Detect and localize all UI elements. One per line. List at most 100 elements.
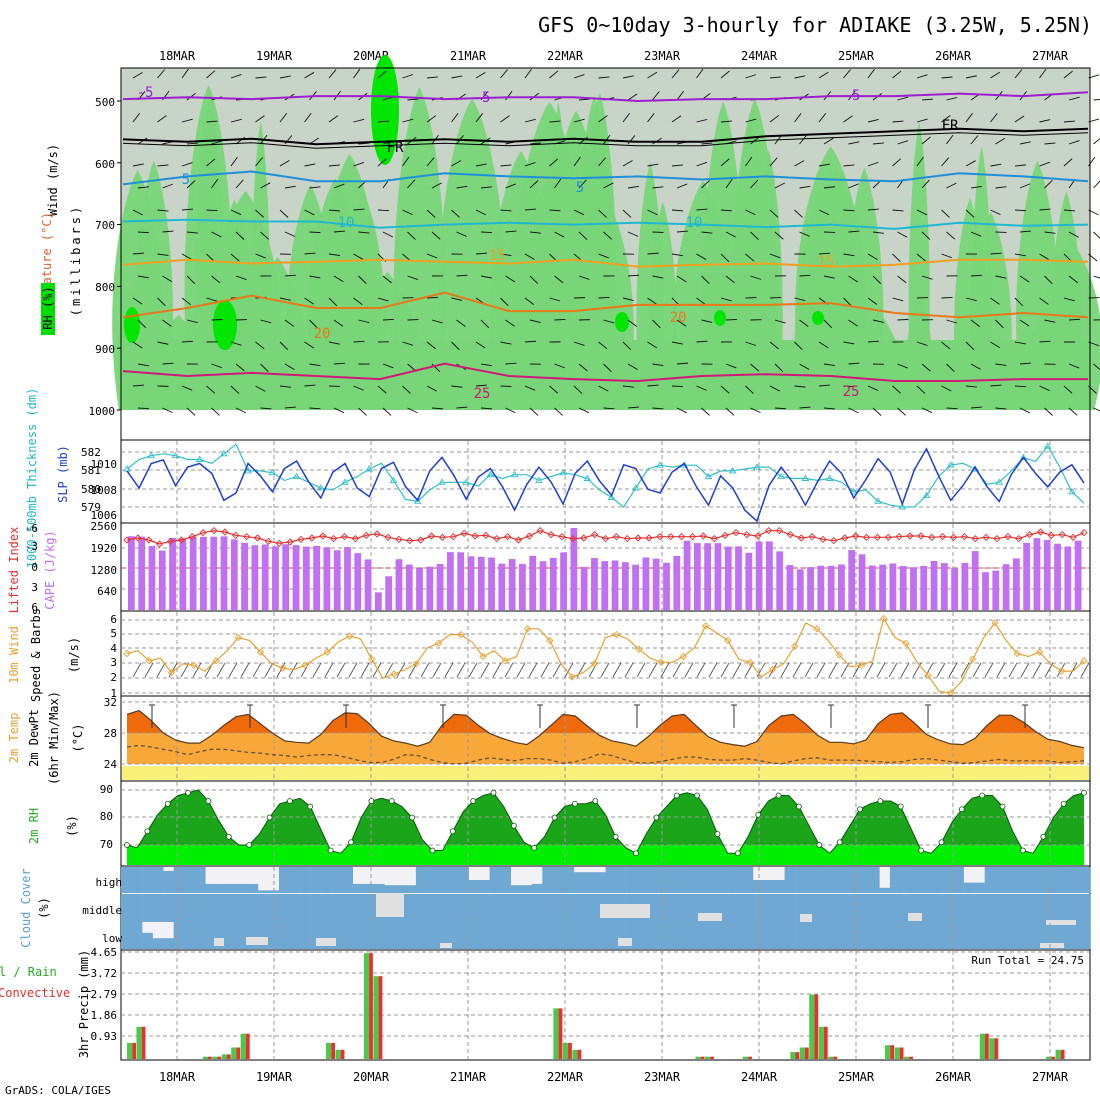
cape-bar: [508, 559, 516, 610]
lifted-tick: 3: [31, 581, 38, 594]
wind-barb: [162, 230, 174, 233]
lifted-index-marker: [645, 534, 653, 542]
thickness-marker: [413, 497, 422, 504]
cloud-bar-low: [194, 922, 206, 949]
precip-convective-bar: [700, 1056, 705, 1059]
cape-bar: [766, 541, 773, 610]
cape-bar: [158, 550, 166, 610]
cloud-bar-low: [152, 938, 164, 949]
cloud-bar-high: [700, 867, 712, 893]
cloud-bar-low: [426, 922, 438, 949]
wind-barb: [132, 209, 144, 216]
rh-marker: [348, 839, 354, 846]
cape-bar: [745, 552, 753, 610]
lifted-index-marker: [210, 527, 218, 535]
cape-bar: [374, 592, 382, 610]
rh-axis-label-a: 2m RH: [27, 808, 41, 844]
cloud-bar-low: [542, 922, 554, 949]
precip-total-bar: [373, 976, 379, 1059]
wind-barb: [211, 231, 222, 238]
cape-bar: [230, 539, 238, 610]
wind-barb: [941, 76, 953, 79]
thickness-marker: [1043, 442, 1052, 449]
wind-barb: [1063, 70, 1073, 79]
cloud-bar-high: [1037, 867, 1049, 893]
rh-line: [124, 789, 1087, 857]
cloud-bar-low: [363, 922, 375, 949]
rh-marker: [755, 811, 762, 818]
rh-marker: [836, 839, 843, 846]
precip-total-bar: [572, 1049, 578, 1059]
upper-air-panel: -5 -5 -5 FR FR 5 5 10 10 15 15 20 20 25 25 500 600 700…: [40, 55, 1100, 441]
surface-wind-barb: [360, 662, 370, 678]
precip-total-bar: [979, 1033, 985, 1059]
wind-barb: [500, 341, 512, 345]
wind-barb: [309, 186, 321, 189]
millibars-axis-label: (millibars): [69, 204, 83, 316]
slp-tick: 1010: [91, 458, 118, 471]
surface-wind-barb: [444, 662, 454, 678]
wind-speed-marker: [190, 661, 198, 669]
thickness-marker: [728, 467, 737, 474]
lifted-index-marker: [221, 528, 229, 536]
cape-bar: [621, 562, 629, 610]
slp-tick: 1008: [91, 484, 118, 497]
wind-barb: [892, 385, 902, 394]
wind-barb: [255, 157, 263, 167]
cloud-bar-low: [321, 922, 332, 949]
wind-barb: [333, 407, 345, 414]
cloud-bar-low: [236, 922, 248, 949]
cloud-bar-low: [584, 922, 596, 949]
wind-barb: [480, 231, 493, 234]
lifted-index-marker: [721, 531, 729, 539]
cloud-bar-high: [879, 887, 891, 893]
wind-barb: [426, 296, 439, 299]
wind-barb: [402, 385, 411, 394]
surface-wind-barb: [132, 662, 142, 678]
cape-bar: [1023, 542, 1031, 610]
wind-barb: [1063, 158, 1073, 167]
wind-barb: [872, 231, 884, 234]
cloud-bar-high: [405, 885, 417, 893]
lifted-index-marker: [895, 533, 903, 541]
wind-speed-marker: [768, 666, 777, 674]
pressure-tick-label: 600: [95, 158, 115, 171]
wind-barb: [970, 185, 982, 189]
cloud-bar-low: [837, 922, 849, 949]
cloud-bar-middle: [805, 894, 817, 922]
rh-saturated-region: [371, 55, 399, 165]
isotherm-20: [122, 291, 1089, 319]
cloud-bar-high: [194, 867, 206, 893]
wind-barb: [774, 407, 787, 410]
cloud-bar-low: [953, 922, 964, 949]
cloud-bar-low: [710, 922, 722, 949]
wind-barb: [157, 209, 169, 212]
wind-barb: [407, 179, 416, 189]
cloud-bar-high: [573, 872, 585, 893]
cloud-bar-low: [1058, 922, 1070, 949]
wind-barb: [676, 407, 688, 414]
wind-barb: [333, 275, 344, 283]
wind-barb: [995, 319, 1004, 329]
surface-wind-barb: [396, 662, 406, 678]
slp-axis-label: SLP (mb): [56, 445, 70, 503]
cape-bar: [632, 564, 640, 610]
date-label-top: 26MAR: [935, 49, 972, 63]
wind-barb: [1039, 119, 1051, 123]
isotherm-label: 25: [843, 384, 860, 400]
cloud-bar-low: [510, 922, 522, 949]
wind-barb: [843, 115, 853, 123]
thickness-marker: [462, 478, 470, 485]
cloud-bar-middle: [974, 894, 985, 922]
wind-barb: [965, 75, 977, 79]
cloud-bar-low: [331, 922, 343, 949]
lifted-index-marker: [427, 532, 436, 540]
wind-barb: [897, 231, 908, 238]
wind-barb: [578, 231, 588, 240]
cloud-bar-low: [247, 922, 259, 949]
cloud-bar-low: [1026, 922, 1038, 949]
wind-barb: [382, 363, 394, 369]
wind-barb: [970, 231, 982, 237]
lifted-index-marker: [308, 534, 316, 542]
wind-barb: [186, 231, 198, 234]
